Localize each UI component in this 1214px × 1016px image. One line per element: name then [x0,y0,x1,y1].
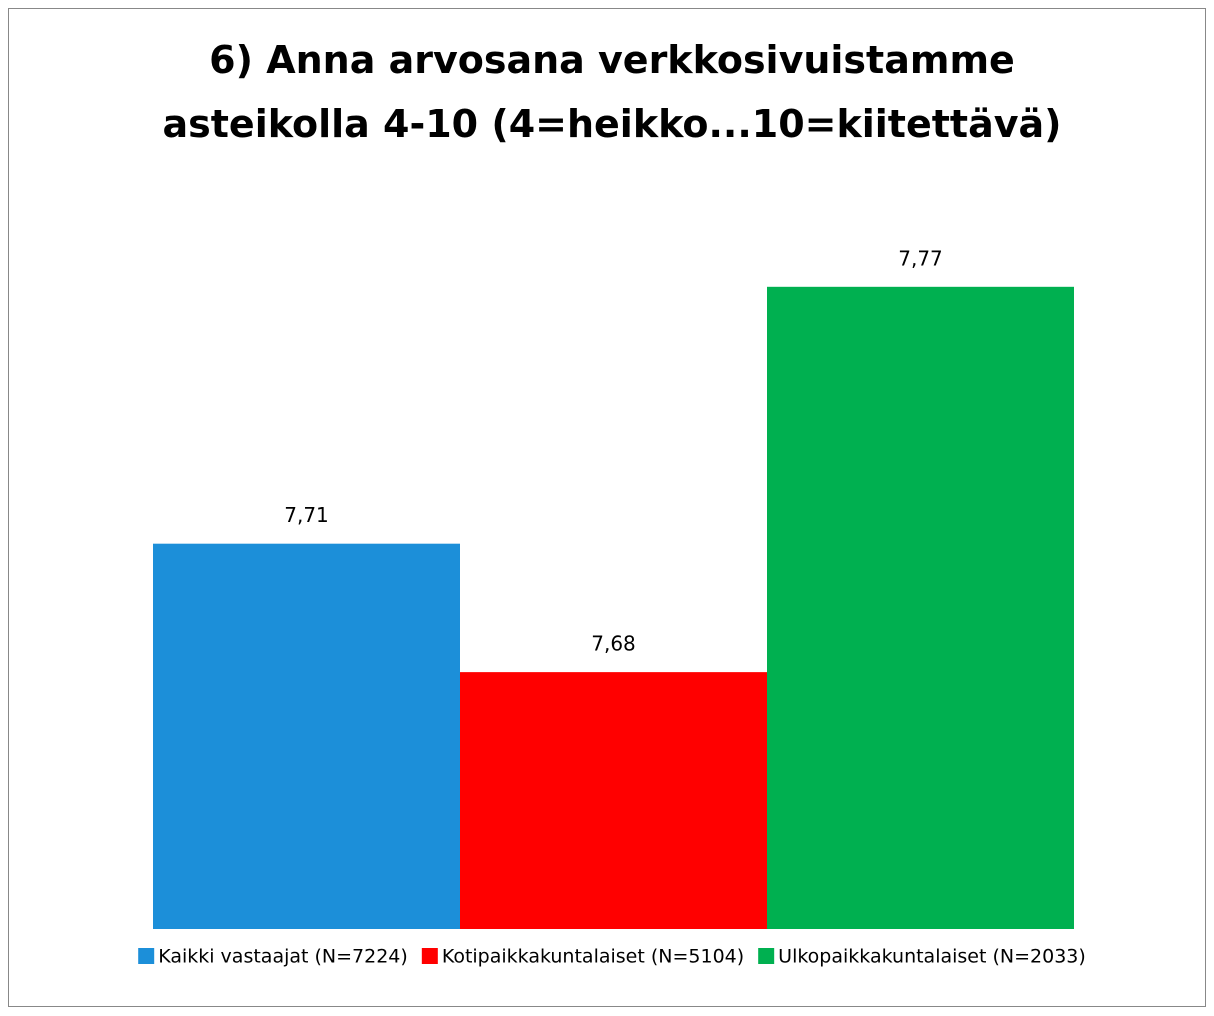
value-label: 7,68 [591,632,636,656]
legend-label: Ulkopaikkakuntalaiset (N=2033) [778,946,1086,968]
bar [460,672,767,929]
legend-swatch [138,948,155,964]
value-label: 7,77 [898,246,943,270]
bar [767,286,1074,929]
bar [153,543,460,929]
chart-title: 6) Anna arvosana verkkosivuistamme asteik… [163,38,1062,146]
legend-label: Kotipaikkakuntalaiset (N=5104) [442,946,744,968]
value-label: 7,71 [284,503,329,527]
legend-swatch [421,948,438,964]
legend-label: Kaikki vastaajat (N=7224) [158,946,408,968]
legend-swatch [758,948,775,964]
